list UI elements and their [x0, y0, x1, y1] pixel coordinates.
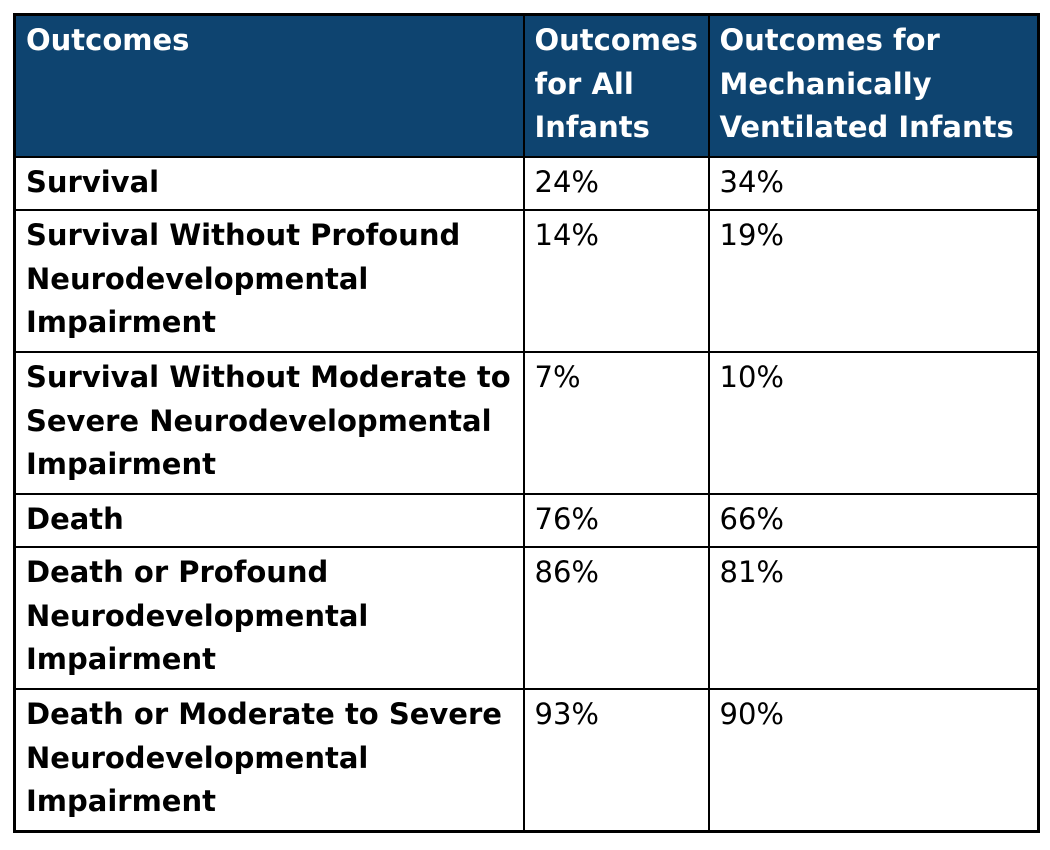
- table-body: Survival 24% 34% Survival Without Profou…: [13, 156, 1040, 833]
- ventilated-value: 90%: [707, 688, 1040, 833]
- table-row: Survival Without Moderate to Severe Neur…: [13, 351, 1040, 495]
- ventilated-value: 66%: [707, 493, 1040, 548]
- all-infants-value: 93%: [522, 688, 710, 833]
- outcome-label: Survival: [13, 156, 525, 211]
- table-row: Survival 24% 34%: [13, 156, 1040, 211]
- ventilated-value: 19%: [707, 209, 1040, 353]
- ventilated-value: 81%: [707, 546, 1040, 690]
- table-row: Death or Profound Neurodevelopmental Imp…: [13, 546, 1040, 690]
- header-cell-all-infants: Outcomes for All Infants: [522, 13, 710, 158]
- all-infants-value: 7%: [522, 351, 710, 495]
- outcome-label: Survival Without Moderate to Severe Neur…: [13, 351, 525, 495]
- outcomes-table: Outcomes Outcomes for All Infants Outcom…: [13, 13, 1040, 833]
- ventilated-value: 10%: [707, 351, 1040, 495]
- ventilated-value: 34%: [707, 156, 1040, 211]
- outcome-label: Death or Moderate to Severe Neurodevelop…: [13, 688, 525, 833]
- table-row: Death 76% 66%: [13, 493, 1040, 548]
- all-infants-value: 86%: [522, 546, 710, 690]
- all-infants-value: 24%: [522, 156, 710, 211]
- header-cell-outcomes: Outcomes: [13, 13, 525, 158]
- table-row: Death or Moderate to Severe Neurodevelop…: [13, 688, 1040, 833]
- outcome-label: Survival Without Profound Neurodevelopme…: [13, 209, 525, 353]
- table-header: Outcomes Outcomes for All Infants Outcom…: [13, 13, 1040, 158]
- all-infants-value: 76%: [522, 493, 710, 548]
- outcome-label: Death: [13, 493, 525, 548]
- outcome-label: Death or Profound Neurodevelopmental Imp…: [13, 546, 525, 690]
- table-row: Survival Without Profound Neurodevelopme…: [13, 209, 1040, 353]
- header-cell-ventilated-infants: Outcomes for Mechanically Ventilated Inf…: [707, 13, 1040, 158]
- all-infants-value: 14%: [522, 209, 710, 353]
- header-row: Outcomes Outcomes for All Infants Outcom…: [13, 13, 1040, 158]
